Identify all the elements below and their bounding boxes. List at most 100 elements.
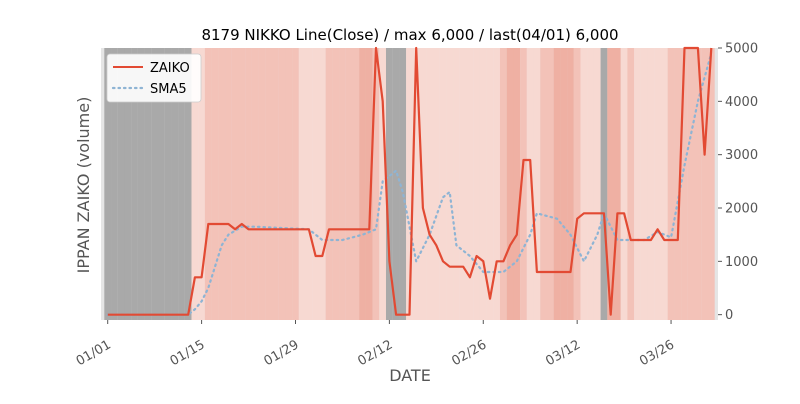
day-band-2019-03-08 xyxy=(546,48,554,320)
day-band-2019-01-30 xyxy=(298,48,306,320)
day-band-2019-01-03 xyxy=(117,48,125,320)
day-band-2019-01-12 xyxy=(178,48,185,320)
day-band-2019-03-30 xyxy=(694,48,702,320)
day-band-2019-03-07 xyxy=(540,48,548,320)
day-band-2019-01-22 xyxy=(245,48,252,320)
day-band-2019-02-24 xyxy=(466,48,474,320)
day-band-2019-01-06 xyxy=(137,48,145,320)
day-band-2019-02-13 xyxy=(392,48,400,320)
day-band-2019-03-03 xyxy=(513,48,521,320)
day-band-2019-03-21 xyxy=(634,48,641,320)
day-band-2019-03-27 xyxy=(674,48,682,320)
day-band-2019-01-13 xyxy=(184,48,192,320)
day-band-2019-02-28 xyxy=(493,48,501,320)
day-band-2019-02-12 xyxy=(385,48,393,320)
day-band-2019-03-09 xyxy=(553,48,561,320)
day-band-2019-04-01 xyxy=(707,48,715,320)
day-band-2019-01-02 xyxy=(111,48,118,320)
background-bands xyxy=(101,48,718,320)
day-band-2019-03-16 xyxy=(600,48,608,320)
day-band-2019-02-22 xyxy=(453,48,460,320)
day-band-2019-03-15 xyxy=(593,48,601,320)
x-tick-label-2019-03-12: 03/12 xyxy=(543,337,583,369)
legend-label-sma5: SMA5 xyxy=(150,82,187,97)
day-band-2019-03-05 xyxy=(526,48,534,320)
day-band-2019-01-27 xyxy=(278,48,286,320)
day-band-2019-02-26 xyxy=(479,48,487,320)
x-tick-label-2019-01-29: 01/29 xyxy=(262,337,302,369)
day-band-2019-01-20 xyxy=(231,48,239,320)
x-tick-label-2019-02-26: 02/26 xyxy=(449,337,489,369)
y-axis-label: IPPAN ZAIKO (volume) xyxy=(74,97,93,274)
day-band-2019-01-26 xyxy=(271,48,279,320)
day-band-2019-02-19 xyxy=(432,48,440,320)
day-band-2019-02-27 xyxy=(486,48,494,320)
day-band-2019-03-20 xyxy=(627,48,635,320)
chart-title: 8179 NIKKO Line(Close) / max 6,000 / las… xyxy=(201,26,618,44)
day-band-2019-02-03 xyxy=(325,48,333,320)
day-band-2019-03-24 xyxy=(654,48,662,320)
day-band-2019-02-08 xyxy=(359,48,366,320)
day-band-2019-03-29 xyxy=(687,48,695,320)
day-band-2019-03-22 xyxy=(640,48,648,320)
x-tick-label-2019-02-12: 02/12 xyxy=(355,337,395,369)
day-band-2019-02-04 xyxy=(332,48,340,320)
day-band-2019-02-16 xyxy=(412,48,420,320)
day-band-2019-01-08 xyxy=(151,48,159,320)
day-band-2019-01-21 xyxy=(238,48,246,320)
day-band-2019-01-31 xyxy=(305,48,313,320)
day-band-2019-03-12 xyxy=(573,48,581,320)
day-band-2019-03-10 xyxy=(560,48,568,320)
day-band-2019-02-01 xyxy=(312,48,320,320)
day-band-2019-02-20 xyxy=(439,48,447,320)
day-band-2019-03-26 xyxy=(667,48,675,320)
day-band-2019-01-04 xyxy=(124,48,132,320)
series-line-sma5 xyxy=(106,52,713,316)
day-band-2019-01-17 xyxy=(211,48,219,320)
y-tick-label-5000: 5000 xyxy=(725,42,758,57)
day-band-2019-01-18 xyxy=(218,48,226,320)
day-band-2019-01-05 xyxy=(131,48,138,320)
day-band-2019-02-05 xyxy=(339,48,346,320)
day-band-2019-01-11 xyxy=(171,48,179,320)
day-band-2019-02-07 xyxy=(352,48,360,320)
day-band-2019-03-04 xyxy=(520,48,527,320)
day-band-2019-01-25 xyxy=(265,48,273,320)
y-tick-label-0: 0 xyxy=(725,308,733,323)
day-band-2019-03-31 xyxy=(701,48,708,320)
day-band-2019-03-25 xyxy=(660,48,668,320)
day-band-2019-02-11 xyxy=(379,48,387,320)
series-line-zaiko xyxy=(107,46,713,316)
legend-label-zaiko: ZAIKO xyxy=(150,61,190,76)
day-band-2019-02-18 xyxy=(426,48,434,320)
day-band-2019-02-25 xyxy=(473,48,480,320)
day-band-2019-03-23 xyxy=(647,48,655,320)
day-band-2019-01-07 xyxy=(144,48,152,320)
y-tick-label-1000: 1000 xyxy=(725,255,758,270)
day-band-2019-02-14 xyxy=(399,48,407,320)
day-band-2019-02-10 xyxy=(372,48,380,320)
day-band-2019-01-01 xyxy=(104,48,112,320)
x-tick-label-2019-03-26: 03/26 xyxy=(637,337,677,369)
day-band-2019-01-29 xyxy=(292,48,299,320)
day-band-2019-01-23 xyxy=(251,48,259,320)
day-band-2019-02-09 xyxy=(365,48,373,320)
day-band-2019-03-02 xyxy=(506,48,514,320)
day-band-2019-01-24 xyxy=(258,48,266,320)
day-band-2019-01-09 xyxy=(157,48,165,320)
day-band-2019-03-28 xyxy=(681,48,688,320)
x-axis-label: DATE xyxy=(389,366,431,385)
day-band-2019-03-06 xyxy=(533,48,541,320)
day-band-2019-02-23 xyxy=(459,48,467,320)
day-band-2019-01-15 xyxy=(198,48,205,320)
y-tick-label-2000: 2000 xyxy=(725,202,758,217)
day-band-2019-02-15 xyxy=(406,48,413,320)
x-tick-label-2019-01-15: 01/15 xyxy=(168,337,208,369)
day-band-2019-02-21 xyxy=(446,48,454,320)
day-band-2019-03-13 xyxy=(580,48,588,320)
day-band-2019-01-14 xyxy=(191,48,199,320)
legend: ZAIKO SMA5 xyxy=(106,53,202,103)
day-band-2019-01-10 xyxy=(164,48,172,320)
y-tick-label-4000: 4000 xyxy=(725,95,758,110)
